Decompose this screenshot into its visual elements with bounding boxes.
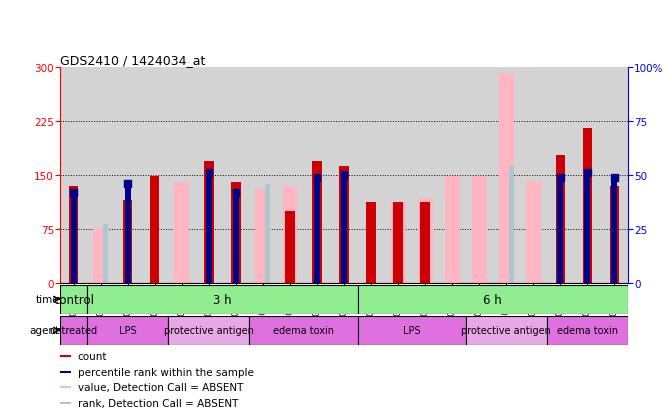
Bar — [312, 161, 322, 283]
Text: time: time — [36, 294, 59, 304]
Text: count: count — [78, 351, 108, 361]
Text: LPS: LPS — [403, 325, 420, 335]
Text: rank, Detection Call = ABSENT: rank, Detection Call = ABSENT — [78, 398, 238, 408]
Bar — [60, 316, 87, 345]
Bar — [556, 155, 565, 283]
Bar — [366, 202, 376, 283]
Bar — [391, 203, 405, 283]
Text: percentile rank within the sample: percentile rank within the sample — [78, 367, 254, 377]
Bar — [285, 211, 295, 283]
Bar — [249, 316, 357, 345]
Bar — [584, 171, 591, 283]
Bar — [611, 176, 617, 283]
Bar — [339, 166, 349, 283]
Bar — [87, 285, 357, 314]
Bar — [341, 172, 347, 179]
Bar — [94, 229, 108, 283]
Bar — [509, 167, 514, 283]
Bar — [174, 183, 189, 283]
Bar — [123, 201, 132, 283]
Text: 6 h: 6 h — [484, 293, 502, 306]
Bar — [150, 177, 160, 283]
Bar — [393, 202, 403, 283]
Bar — [420, 203, 430, 283]
Bar — [314, 174, 320, 181]
Bar — [557, 174, 564, 181]
Bar — [60, 370, 71, 373]
Bar — [60, 285, 87, 314]
Bar — [499, 74, 514, 283]
Bar — [314, 176, 320, 283]
Bar — [357, 285, 628, 314]
Bar — [87, 316, 168, 345]
Text: GDS2410 / 1424034_at: GDS2410 / 1424034_at — [60, 54, 206, 67]
Text: edema toxin: edema toxin — [273, 325, 334, 335]
Bar — [547, 316, 628, 345]
Bar — [610, 186, 619, 283]
Bar — [283, 186, 297, 283]
Bar — [265, 184, 270, 283]
Bar — [232, 189, 239, 196]
Bar — [124, 180, 131, 188]
Bar — [526, 181, 540, 283]
Text: value, Detection Call = ABSENT: value, Detection Call = ABSENT — [78, 382, 243, 392]
Bar — [125, 182, 131, 283]
Bar — [204, 161, 214, 283]
Bar — [206, 170, 212, 177]
Text: LPS: LPS — [119, 325, 136, 335]
Bar — [60, 386, 71, 388]
Bar — [168, 316, 249, 345]
Bar — [231, 183, 240, 283]
Text: agent: agent — [29, 325, 59, 335]
Text: control: control — [53, 293, 94, 306]
Bar — [70, 189, 77, 196]
Bar — [466, 316, 547, 345]
Text: protective antigen: protective antigen — [462, 325, 551, 335]
Bar — [206, 171, 212, 283]
Bar — [472, 177, 487, 283]
Bar — [60, 401, 71, 404]
Bar — [582, 129, 592, 283]
Bar — [69, 186, 78, 283]
Bar — [557, 176, 563, 283]
Text: protective antigen: protective antigen — [164, 325, 254, 335]
Bar — [357, 316, 466, 345]
Bar — [233, 190, 239, 283]
Bar — [341, 173, 347, 283]
Bar — [611, 174, 618, 181]
Text: edema toxin: edema toxin — [557, 325, 618, 335]
Bar — [418, 198, 433, 283]
Bar — [71, 190, 77, 283]
Bar — [445, 177, 460, 283]
Bar — [103, 225, 108, 283]
Text: untreated: untreated — [49, 325, 98, 335]
Text: 3 h: 3 h — [213, 293, 232, 306]
Bar — [255, 190, 271, 283]
Bar — [584, 170, 591, 177]
Bar — [60, 355, 71, 357]
